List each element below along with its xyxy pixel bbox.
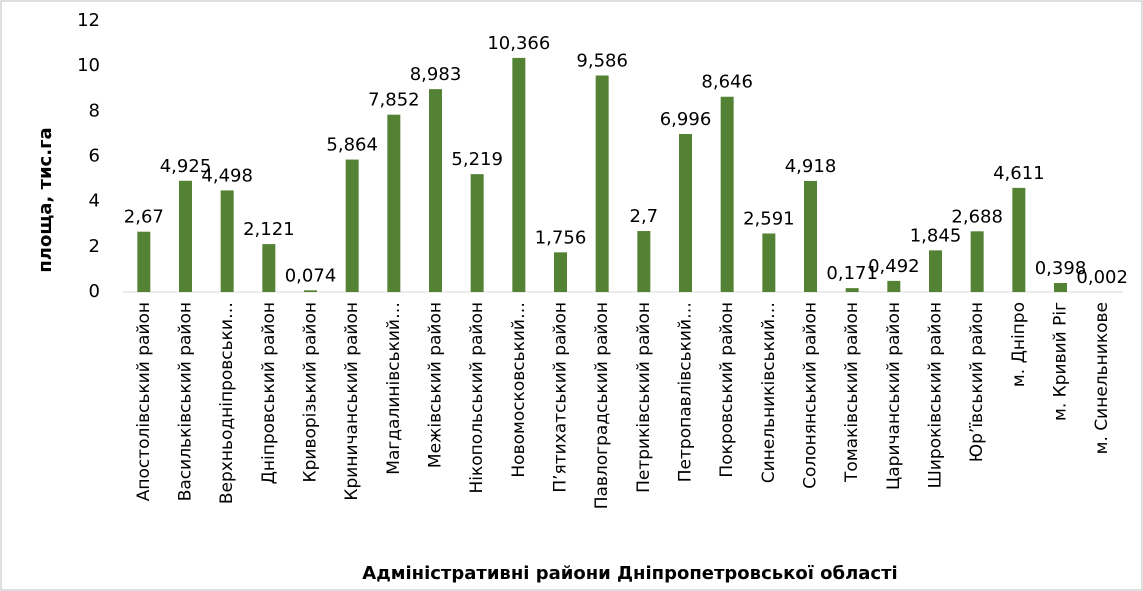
data-label: 0,002: [1076, 267, 1128, 288]
x-tick-label: Васильківський район: [176, 302, 196, 501]
x-tick-label: Верхньодніпровськи…: [217, 302, 237, 504]
data-label: 2,591: [743, 208, 795, 229]
y-tick-label: 2: [89, 236, 100, 257]
bar: [554, 252, 567, 292]
bar: [720, 96, 734, 292]
x-tick-label: Томаківський район: [842, 302, 862, 483]
bar: [970, 231, 984, 292]
bar: [262, 244, 276, 292]
data-label: 5,864: [326, 135, 378, 156]
data-label: 10,366: [487, 33, 550, 54]
bar: [637, 231, 651, 292]
data-label: 2,7: [630, 206, 659, 227]
x-tick-label: Магдалинівський…: [384, 302, 404, 475]
x-tick-label: Царичанський район: [884, 302, 904, 490]
data-label: 1,845: [910, 225, 962, 246]
data-label: 6,996: [660, 109, 712, 130]
data-label: 8,983: [410, 64, 462, 85]
x-tick-label: Криничанський район: [342, 302, 362, 501]
x-tick-label: Новомосковський…: [509, 302, 529, 478]
data-label: 2,688: [951, 206, 1003, 227]
data-label: 7,852: [368, 90, 420, 111]
bar: [804, 180, 817, 292]
y-axis-title: площа, тис.га: [35, 127, 56, 272]
y-tick-label: 6: [89, 146, 100, 167]
x-tick-label: Юр’ївський район: [967, 302, 987, 462]
data-label: 9,586: [576, 51, 628, 72]
bar: [179, 180, 192, 292]
data-label: 0,398: [1035, 258, 1087, 279]
bar: [512, 57, 526, 292]
y-tick-label: 8: [89, 100, 100, 121]
bar: [929, 250, 942, 292]
bar: [679, 134, 692, 292]
bar: [220, 190, 234, 292]
x-tick-label: м. Дніпро: [1009, 302, 1029, 387]
bar: [470, 174, 484, 292]
data-label: 5,219: [451, 149, 503, 170]
x-tick-label: П’ятихатський район: [551, 302, 571, 493]
x-tick-label: Нікопольський район: [467, 302, 487, 493]
bar: [887, 280, 901, 292]
x-tick-label: Межівський район: [426, 302, 446, 468]
data-label: 0,074: [285, 265, 337, 286]
data-label: 4,498: [201, 165, 253, 186]
data-label: 2,67: [124, 207, 164, 228]
data-label: 8,646: [701, 72, 753, 93]
bar: [345, 159, 359, 292]
x-tick-label: Покровський район: [717, 302, 737, 478]
x-tick-label: Широківський район: [926, 302, 946, 488]
x-tick-label: Павлоградський район: [592, 302, 612, 509]
bar: [137, 231, 151, 292]
x-tick-label: Петриківський район: [634, 302, 654, 493]
x-tick-label: м. Синельникове: [1092, 302, 1112, 454]
bar: [595, 75, 609, 292]
x-tick-label: Дніпровський район: [259, 302, 279, 484]
y-tick-label: 12: [77, 10, 100, 31]
bar: [762, 233, 776, 292]
data-label: 4,611: [993, 163, 1045, 184]
x-tick-label: Апостолівський район: [134, 302, 154, 501]
bar: [1012, 187, 1026, 292]
data-label: 1,756: [535, 227, 587, 248]
data-label: 0,171: [826, 263, 878, 284]
bar: [845, 288, 859, 292]
bar: [387, 114, 401, 293]
x-axis-title: Адміністративні райони Дніпропетровської…: [362, 563, 897, 584]
data-label: 4,925: [160, 156, 212, 177]
x-tick-label: м. Кривий Ріг: [1051, 302, 1071, 421]
data-label: 4,918: [785, 156, 837, 177]
bar: [304, 290, 317, 292]
x-tick-label: Криворізький район: [301, 302, 321, 482]
bar: [429, 89, 442, 293]
y-tick-label: 0: [89, 281, 100, 302]
x-tick-label: Синельниківський…: [759, 302, 779, 483]
y-tick-label: 10: [77, 55, 100, 76]
bar: [1054, 283, 1067, 292]
data-label: 0,492: [868, 256, 920, 277]
x-tick-label: Петропавлівський…: [676, 302, 696, 482]
x-tick-label: Солонянський район: [801, 302, 821, 489]
data-label: 2,121: [243, 219, 295, 240]
y-tick-label: 4: [89, 191, 100, 212]
